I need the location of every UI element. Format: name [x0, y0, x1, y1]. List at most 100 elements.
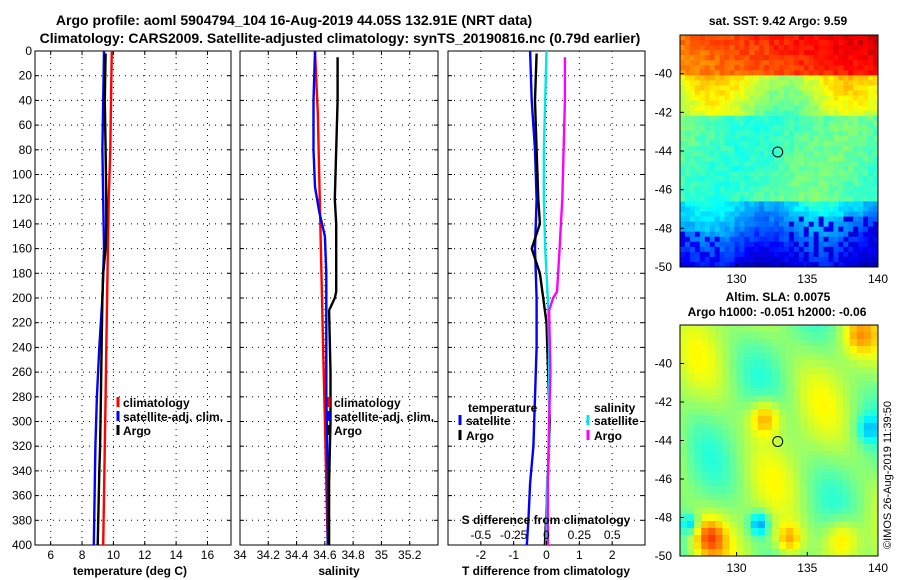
sla-cells-cell: [821, 437, 829, 445]
sla-cells-cell: [779, 332, 787, 340]
sla-cells-cell: [828, 367, 836, 375]
depth-tick-label-400: 400: [12, 538, 32, 552]
sst-cells-cell: [774, 50, 780, 56]
sla-cells-cell: [870, 367, 879, 375]
sst-cells-cell: [774, 95, 780, 101]
sst-cells-cell: [848, 140, 854, 147]
sst-cells-cell: [833, 140, 839, 147]
sst-cells-cell: [744, 145, 750, 152]
sla-cells-cell: [779, 339, 787, 347]
sla-cells-cell: [800, 430, 808, 438]
sst-cells-cell: [769, 70, 775, 76]
sst-cells-cell: [689, 45, 696, 51]
sst-cells-cell: [694, 156, 701, 162]
sst-cells-cell: [689, 156, 696, 162]
sst-cells-cell: [788, 135, 795, 142]
sst-cells-cell: [684, 161, 691, 167]
sst-cells-cell: [843, 176, 849, 182]
sst-cells-cell: [734, 120, 740, 127]
sst-cells-cell: [754, 196, 760, 202]
sla-cells-cell: [870, 346, 879, 354]
sst-cells-cell: [838, 156, 844, 162]
sst-cells-cell: [680, 95, 686, 101]
sst-cells-cell: [744, 70, 750, 76]
sla-cells-cell: [729, 528, 737, 536]
sla-cells-cell: [736, 395, 745, 403]
sst-cells-cell: [749, 140, 755, 147]
sst-cells-cell: [803, 211, 810, 217]
sst-cells-cell: [783, 95, 790, 101]
sla-cells-cell: [764, 542, 773, 550]
sla-cells-cell: [743, 367, 752, 375]
sst-cells-cell: [684, 186, 691, 192]
sst-cells-cell: [843, 105, 849, 112]
sla-cells-cell: [786, 479, 794, 487]
sst-cells-cell: [783, 110, 790, 117]
sst-cells-cell: [803, 105, 810, 112]
sst-cells-cell: [843, 201, 849, 207]
sst-cells-cell: [828, 130, 834, 137]
sst-cells-cell: [779, 100, 785, 107]
sst-cells-cell: [749, 145, 755, 152]
sst-cells-cell: [848, 100, 854, 107]
sla-cells-cell: [729, 381, 737, 389]
sst-cells-cell: [863, 226, 869, 233]
sst-map-cells: [680, 35, 879, 268]
sst-cells-cell: [779, 110, 785, 117]
sst-cells-cell: [694, 231, 701, 238]
sla-cells-cell: [729, 521, 737, 529]
sst-cells-cell: [853, 171, 859, 177]
sst-cells-cell: [764, 236, 770, 243]
sst-cells-cell: [803, 80, 810, 86]
sla-cells-cell: [708, 409, 716, 417]
sst-cells-cell: [704, 171, 711, 177]
sst-cells-cell: [714, 201, 720, 207]
sla-cells-cell: [771, 430, 780, 438]
sst-cells-cell: [848, 211, 854, 217]
sst-cells-cell: [749, 196, 755, 202]
sst-cells-cell: [704, 45, 711, 51]
sla-cells-cell: [849, 423, 858, 431]
sla-cells-cell: [701, 325, 709, 333]
sla-cells-cell: [842, 514, 851, 522]
sst-cells-cell: [739, 145, 745, 152]
sst-cells-cell: [858, 201, 864, 207]
sla-cells-cell: [821, 451, 829, 459]
sst-cells-cell: [704, 145, 711, 152]
sla-cells-cell: [722, 374, 730, 382]
sla-cells-cell: [835, 444, 844, 452]
sst-cells-cell: [873, 161, 879, 167]
sst-cells-cell: [779, 135, 785, 142]
sla-cells-cell: [856, 437, 865, 445]
sst-cells-cell: [699, 181, 706, 187]
sst-cells-cell: [779, 156, 785, 162]
sst-cells-cell: [719, 191, 725, 197]
sst-cells-cell: [709, 171, 716, 177]
sst-cells-cell: [699, 186, 706, 192]
sla-cells-cell: [680, 367, 688, 375]
sst-cells-cell: [689, 95, 696, 101]
sst-cells-cell: [680, 140, 686, 147]
sst-cells-cell: [833, 181, 839, 187]
sst-cells-cell: [744, 156, 750, 162]
sla-cells-cell: [786, 493, 794, 501]
sst-cells-cell: [719, 60, 725, 66]
sst-cells-cell: [813, 156, 819, 162]
sst-cells-cell: [749, 45, 755, 51]
sla-cells-cell: [680, 388, 688, 396]
sst-cells-cell: [764, 166, 770, 172]
sst-cells-cell: [704, 251, 711, 258]
sla-cells-cell: [828, 458, 836, 466]
sla-cells-cell: [708, 493, 716, 501]
sst-cells-cell: [754, 85, 760, 91]
sst-cells-cell: [833, 60, 839, 66]
sst-cells-cell: [838, 140, 844, 147]
sst-cells-cell: [714, 125, 720, 132]
sst-cells-cell: [843, 45, 849, 51]
sst-cells-cell: [863, 35, 869, 41]
sst-cells-cell: [729, 135, 735, 142]
sst-cells-cell: [704, 70, 711, 76]
sla-cells-cell: [800, 521, 808, 529]
sst-cells-cell: [783, 120, 790, 127]
sla-cells-cell: [849, 444, 858, 452]
